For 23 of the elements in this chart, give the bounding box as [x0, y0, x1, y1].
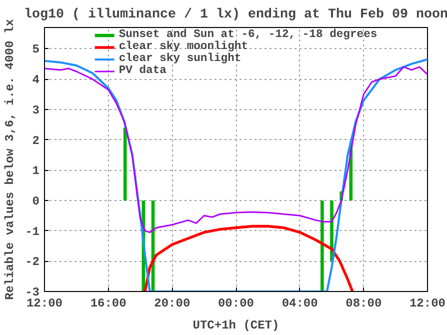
chart-title: log10 ( illuminance / 1 lx) ending at Thu Feb 09 noon	[24, 8, 447, 22]
y-tick-label: 3	[32, 103, 40, 118]
x-tick-label: 12:00	[26, 296, 63, 310]
y-tick-label: -2	[25, 255, 40, 270]
x-tick-label: 16:00	[90, 296, 126, 310]
y-tick-label: 2	[32, 134, 40, 148]
y-tick-label: 0	[32, 194, 40, 208]
x-tick-label: 20:00	[154, 296, 190, 310]
y-axis-title: Reliable values below 3,6, i.e. 4000 lx	[3, 19, 18, 300]
x-tick-label: 04:00	[282, 296, 318, 310]
x-tick-label: 00:00	[218, 296, 254, 310]
y-tick-label: -3	[25, 286, 40, 300]
y-tick-label: -1	[25, 224, 40, 239]
x-tick-label: 12:00	[409, 296, 446, 310]
y-tick-label: 4	[32, 73, 40, 88]
y-tick-label: 1	[32, 164, 40, 178]
legend-label: Sunset and Sun at -6, -12, -18 degrees	[118, 29, 378, 41]
legend-label: PV data	[118, 65, 166, 77]
legend-label: clear sky sunlight	[118, 53, 242, 65]
x-axis-title: UTC+1h (CET)	[192, 318, 280, 332]
x-tick-label: 08:00	[346, 296, 382, 310]
legend-label: clear sky moonlight	[118, 41, 248, 53]
y-tick-label: 5	[32, 42, 40, 57]
